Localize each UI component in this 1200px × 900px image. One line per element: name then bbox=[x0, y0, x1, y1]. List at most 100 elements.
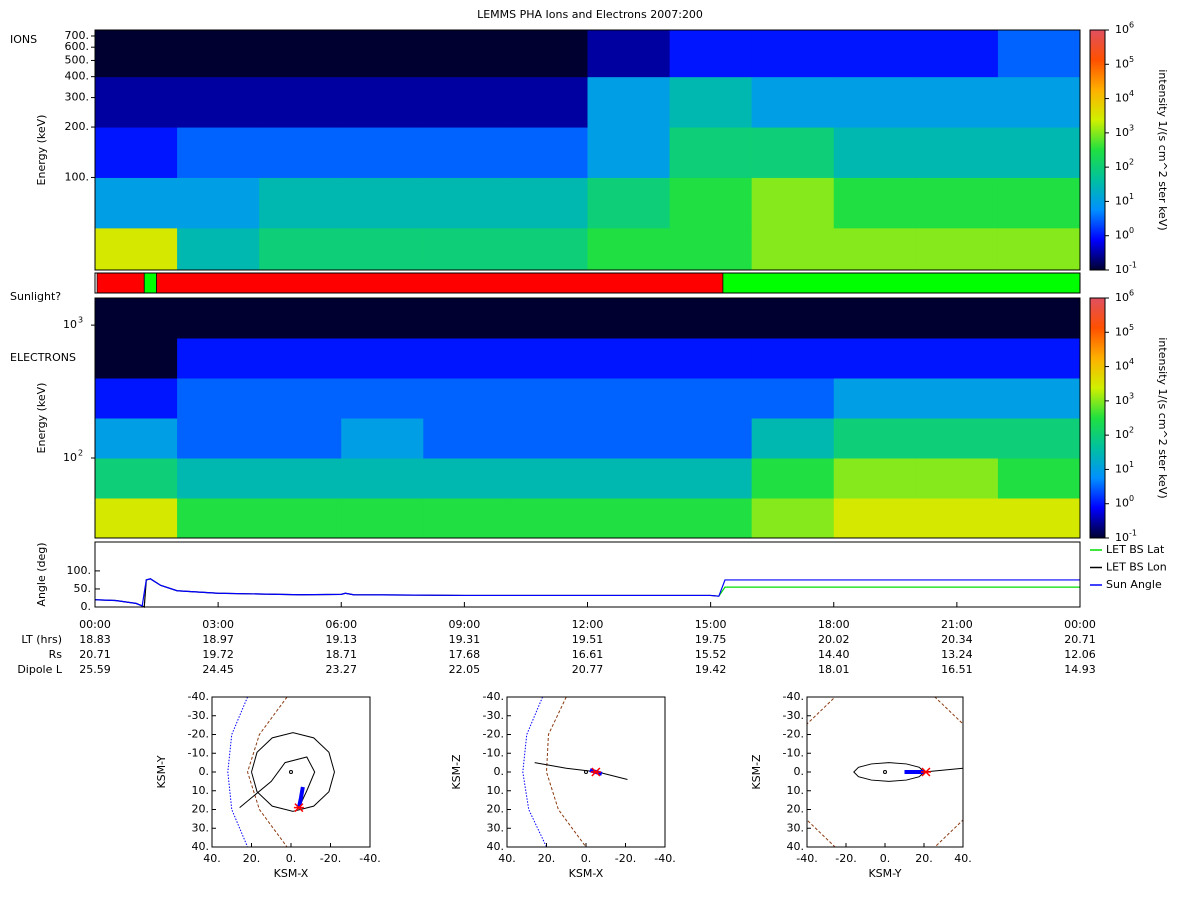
planet bbox=[289, 770, 293, 774]
tick-label: 10 bbox=[1115, 531, 1129, 544]
heatmap-cell bbox=[341, 298, 424, 339]
heatmap-cell bbox=[997, 418, 1081, 459]
heatmap-cell bbox=[341, 227, 424, 271]
heatmap-cell bbox=[833, 298, 917, 339]
heatmap-cell bbox=[997, 378, 1081, 419]
ephemeris-value: 12.06 bbox=[1064, 648, 1096, 661]
tick-label: 10 bbox=[1115, 263, 1129, 276]
heatmap-cell bbox=[915, 227, 999, 271]
tick-label: -40. bbox=[783, 690, 804, 703]
tick-label: -40. bbox=[483, 690, 504, 703]
heatmap-cell bbox=[177, 127, 260, 178]
tick-label: 20. bbox=[787, 803, 805, 816]
heatmap-cell bbox=[423, 76, 506, 128]
ephemeris-label: Rs bbox=[49, 648, 63, 661]
position-marker bbox=[293, 803, 304, 813]
heatmap-cell bbox=[833, 127, 917, 178]
heatmap-cell bbox=[341, 30, 424, 78]
planet bbox=[584, 770, 588, 774]
tick-label: 600. bbox=[65, 40, 90, 53]
heatmap-cell bbox=[505, 378, 588, 419]
sunlight-segment bbox=[156, 272, 724, 294]
heatmap-cell bbox=[587, 338, 671, 379]
heatmap-cell bbox=[669, 127, 753, 178]
tick-label-power: 1 bbox=[1129, 460, 1134, 469]
tick-label: -10. bbox=[783, 746, 804, 759]
heatmap-cell bbox=[95, 418, 178, 459]
heatmap-cell bbox=[95, 338, 178, 379]
heatmap-cell bbox=[751, 418, 835, 459]
ephemeris-value: 14.40 bbox=[818, 648, 850, 661]
tick-label: 40. bbox=[954, 852, 972, 865]
heatmap-cell bbox=[751, 227, 835, 271]
tick-label: 21:00 bbox=[941, 618, 973, 631]
tick-label-power: 0 bbox=[1129, 226, 1134, 235]
heatmap-cell bbox=[505, 298, 588, 339]
tick-label: 0. bbox=[199, 765, 210, 778]
heatmap-cell bbox=[95, 378, 178, 419]
ephemeris-label: Dipole L bbox=[17, 663, 63, 676]
heatmap-cell bbox=[423, 127, 506, 178]
heatmap-cell bbox=[587, 498, 671, 539]
heatmap-cell bbox=[751, 76, 835, 128]
heatmap-cell bbox=[833, 418, 917, 459]
tick-label: -30. bbox=[783, 709, 804, 722]
tick-label: 10 bbox=[1115, 229, 1129, 242]
tick-label: -20. bbox=[483, 728, 504, 741]
heatmap-cell bbox=[341, 418, 424, 459]
heatmap-cell bbox=[833, 338, 917, 379]
tick-label: 100. bbox=[67, 564, 92, 577]
tick-label: 00:00 bbox=[1064, 618, 1096, 631]
tick-label: 300. bbox=[65, 91, 90, 104]
heatmap-cell bbox=[95, 76, 178, 128]
tick-label: 30. bbox=[787, 821, 805, 834]
ephemeris-value: 16.51 bbox=[941, 663, 973, 676]
heatmap-cell bbox=[587, 127, 671, 178]
ephemeris-value: 24.45 bbox=[202, 663, 234, 676]
tick-label: 00:00 bbox=[79, 618, 111, 631]
tick-label: -40. bbox=[359, 852, 380, 865]
heatmap-cell bbox=[505, 458, 588, 499]
position-marker bbox=[920, 767, 931, 777]
ephemeris-value: 14.93 bbox=[1064, 663, 1096, 676]
tick-label-power: 3 bbox=[1129, 123, 1134, 132]
ephemeris-value: 19.72 bbox=[202, 648, 234, 661]
tick-label-power: 4 bbox=[1129, 89, 1134, 98]
heatmap-cell bbox=[341, 458, 424, 499]
tick-label-power: 5 bbox=[1129, 55, 1134, 64]
heatmap-cell bbox=[341, 338, 424, 379]
heatmap-cell bbox=[177, 227, 260, 271]
sunlight-segment bbox=[722, 272, 1081, 294]
panel-frame bbox=[94, 29, 1081, 271]
heatmap-cell bbox=[833, 30, 917, 78]
heatmap-cell bbox=[341, 378, 424, 419]
tick-label: -10. bbox=[188, 746, 209, 759]
tick-label: 10 bbox=[1115, 428, 1129, 441]
tick-label-power: 6 bbox=[1129, 289, 1134, 298]
tick-label-power: 3 bbox=[1129, 391, 1134, 400]
ephemeris-value: 17.68 bbox=[449, 648, 481, 661]
tick-label-power: 0 bbox=[1129, 494, 1134, 503]
tick-label: -30. bbox=[483, 709, 504, 722]
ephemeris-value: 20.77 bbox=[572, 663, 604, 676]
ephemeris-value: 16.61 bbox=[572, 648, 604, 661]
heatmap-cell bbox=[423, 298, 506, 339]
ephemeris-value: 23.27 bbox=[326, 663, 358, 676]
heatmap-cell bbox=[669, 498, 753, 539]
tick-label-power: -1 bbox=[1129, 529, 1137, 538]
ephemeris-value: 19.51 bbox=[572, 633, 604, 646]
tick-label: 200. bbox=[65, 120, 90, 133]
tick-label-power: 1 bbox=[1129, 192, 1134, 201]
heatmap-cell bbox=[587, 298, 671, 339]
heatmap-cell bbox=[997, 227, 1081, 271]
heatmap-cell bbox=[259, 127, 342, 178]
tick-label: 20. bbox=[243, 852, 261, 865]
heatmap-cell bbox=[177, 498, 260, 539]
heatmap-cell bbox=[751, 177, 835, 229]
tick-label: 10 bbox=[1115, 194, 1129, 207]
tick-label: 20. bbox=[538, 852, 556, 865]
heatmap-cell bbox=[177, 458, 260, 499]
heatmap-cell bbox=[669, 30, 753, 78]
heatmap-cell bbox=[177, 338, 260, 379]
